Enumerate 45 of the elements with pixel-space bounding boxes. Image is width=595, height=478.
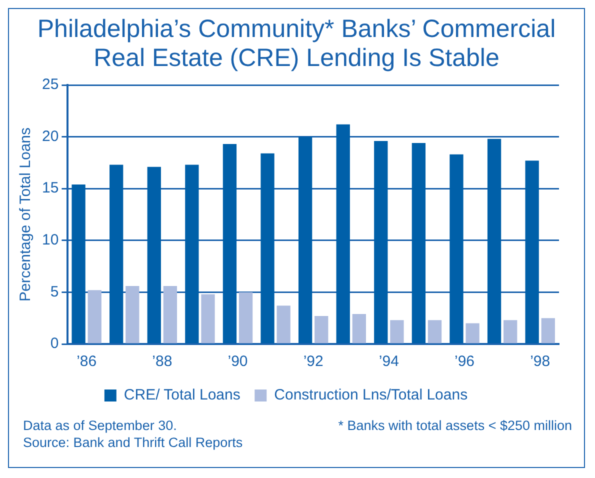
- x-tick-label: ’88: [152, 353, 172, 370]
- bar: [374, 140, 388, 344]
- bar: [352, 314, 366, 344]
- y-tick-label: 25: [42, 76, 59, 94]
- bar: [110, 164, 124, 344]
- bar: [276, 306, 290, 344]
- bar: [260, 153, 274, 344]
- bar: [201, 294, 215, 344]
- y-tick-label: 20: [42, 128, 59, 145]
- y-tick-label: 5: [50, 283, 59, 300]
- text: * Banks with total assets < $250 million: [338, 417, 572, 435]
- bar: [88, 290, 102, 344]
- bar: [336, 124, 350, 344]
- bar: [428, 320, 442, 344]
- chart-title: Philadelphia’s Community* Banks’ Commercial Real Estate (CRE) Lending Is Stable: [36, 14, 557, 73]
- bar: [504, 320, 518, 344]
- bar: [185, 164, 199, 344]
- x-tick-label: ’96: [454, 353, 475, 370]
- x-tick-label: ’86: [76, 353, 97, 370]
- bar: [466, 323, 480, 344]
- bar: [487, 138, 502, 344]
- bar: [298, 136, 312, 344]
- bar: [222, 144, 237, 344]
- bar: [450, 154, 464, 344]
- bar: [147, 166, 161, 344]
- x-tick-label: ’98: [530, 353, 550, 370]
- legend-label: CRE/ Total Loans: [124, 386, 240, 404]
- bar: [72, 184, 86, 344]
- x-tick-label: ’94: [378, 353, 399, 370]
- bar: [163, 286, 178, 344]
- bar: [412, 143, 426, 344]
- bar: [525, 160, 539, 344]
- bar: [238, 292, 253, 344]
- x-tick-label: ’90: [228, 353, 248, 370]
- x-tick-label: ’92: [303, 353, 324, 370]
- bar: [390, 320, 404, 344]
- y-tick-label: 0: [50, 335, 59, 352]
- y-tick-label: 10: [42, 232, 59, 249]
- bar: [126, 286, 140, 344]
- legend-label: Construction Lns/Total Loans: [274, 386, 468, 404]
- y-tick-label: 15: [42, 180, 59, 197]
- bar: [314, 316, 328, 344]
- bar: [541, 318, 555, 344]
- y-axis-title: Percentage of Total Loans: [17, 127, 34, 302]
- text: Data as of September 30. Source: Bank and Thrift Call Reports: [23, 417, 243, 451]
